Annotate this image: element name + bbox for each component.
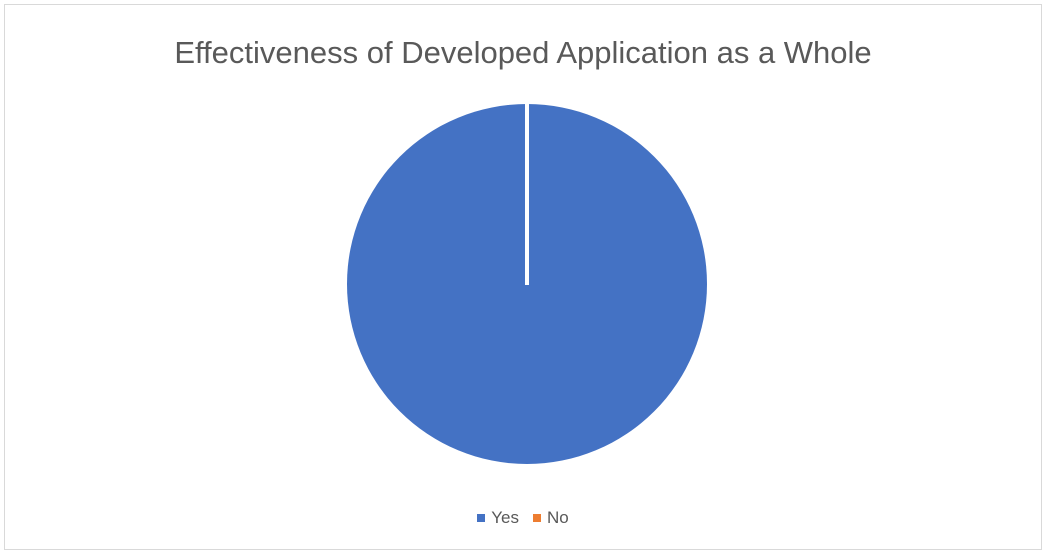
legend-label-no: No <box>547 508 569 527</box>
legend-item-yes: Yes <box>477 508 519 528</box>
legend-swatch-no <box>533 514 541 522</box>
chart-title: Effectiveness of Developed Application a… <box>174 35 872 70</box>
legend-label-yes: Yes <box>491 508 519 527</box>
legend-item-no: No <box>533 508 569 528</box>
legend: Yes No <box>5 508 1041 528</box>
chart-frame: Effectiveness of Developed Application a… <box>4 4 1042 550</box>
pie-chart <box>347 103 707 464</box>
legend-swatch-yes <box>477 514 486 522</box>
pie-slices <box>347 103 707 464</box>
